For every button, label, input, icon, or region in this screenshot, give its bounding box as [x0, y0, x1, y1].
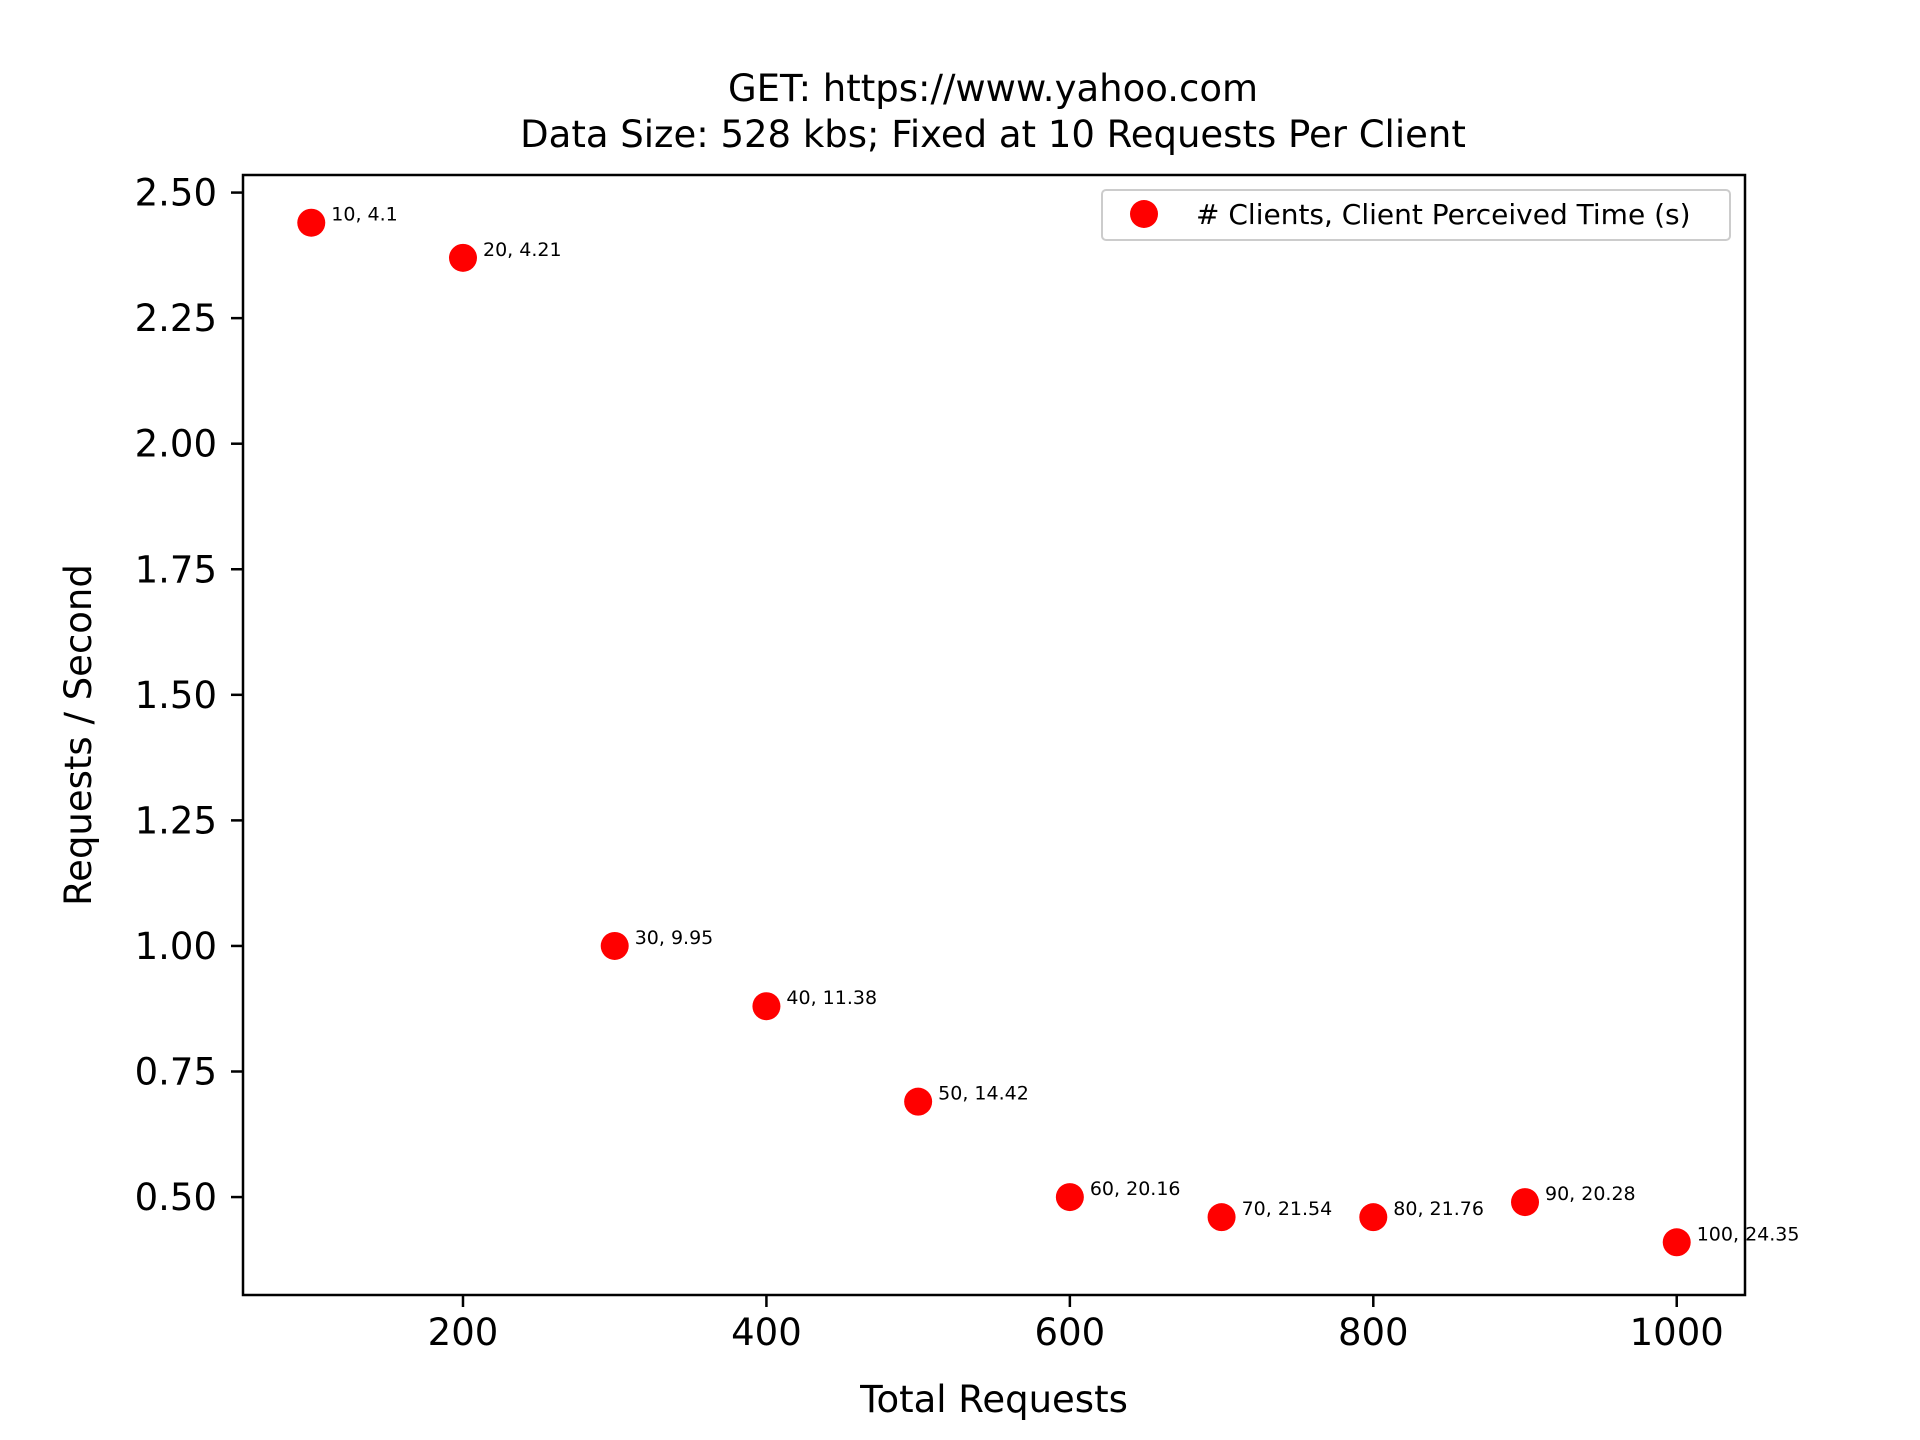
- data-point-label: 40, 11.38: [786, 987, 877, 1009]
- data-point-label: 10, 4.1: [331, 204, 397, 226]
- y-tick-label: 2.50: [135, 172, 217, 215]
- data-point-label: 20, 4.21: [483, 239, 562, 261]
- legend: # Clients, Client Perceived Time (s): [1101, 189, 1731, 241]
- y-tick-label: 1.25: [135, 799, 217, 842]
- data-point: [1359, 1203, 1388, 1232]
- y-tick-label: 1.00: [135, 925, 217, 968]
- chart-subtitle: Data Size: 528 kbs; Fixed at 10 Requests…: [520, 113, 1466, 156]
- legend-label: # Clients, Client Perceived Time (s): [1196, 198, 1691, 231]
- data-point: [1511, 1188, 1540, 1217]
- data-point-label: 80, 21.76: [1393, 1198, 1484, 1220]
- y-tick-label: 0.75: [135, 1051, 217, 1094]
- data-point: [297, 208, 326, 237]
- data-point: [1207, 1203, 1236, 1232]
- labels-layer: 10, 4.1 20, 4.21 30, 9.95 40, 11.38 50, 14.4…: [331, 204, 1799, 1246]
- x-tick-label: 600: [1035, 1311, 1106, 1354]
- y-ticks: 0.50 0.75 1.00 1.25 1.50 1.75 2.00 2.25 2.50: [135, 172, 243, 1219]
- x-tick-label: 200: [428, 1311, 499, 1354]
- plot-frame: [241, 173, 1747, 1297]
- data-point: [904, 1087, 933, 1116]
- y-axis-label: Requests / Second: [57, 564, 100, 906]
- x-tick-label: 800: [1338, 1311, 1409, 1354]
- data-point-label: 90, 20.28: [1545, 1183, 1636, 1205]
- x-tick-label: 400: [731, 1311, 802, 1354]
- data-point: [1055, 1183, 1084, 1212]
- data-point: [1662, 1228, 1691, 1257]
- data-point-label: 30, 9.95: [635, 927, 714, 949]
- chart-title: GET: https://www.yahoo.com: [728, 67, 1258, 110]
- y-tick-label: 2.00: [135, 423, 217, 466]
- legend-marker: [1130, 200, 1158, 228]
- data-point: [600, 931, 629, 960]
- data-point: [448, 243, 477, 272]
- legend-box: [1101, 189, 1731, 241]
- data-point: [752, 992, 781, 1021]
- data-point-label: 60, 20.16: [1090, 1178, 1181, 1200]
- x-ticks: 200 400 600 800 1000: [428, 1295, 1724, 1354]
- data-point-label: 50, 14.42: [938, 1083, 1029, 1105]
- x-tick-label: 1000: [1630, 1311, 1724, 1354]
- x-axis-label: Total Requests: [859, 1378, 1128, 1421]
- data-point-label: 70, 21.54: [1242, 1198, 1333, 1220]
- y-tick-label: 1.75: [135, 548, 217, 591]
- y-tick-label: 1.50: [135, 674, 217, 717]
- y-tick-label: 0.50: [135, 1176, 217, 1219]
- y-tick-label: 2.25: [135, 297, 217, 340]
- data-point-label: 100, 24.35: [1697, 1223, 1800, 1245]
- points-layer: [297, 208, 1691, 1257]
